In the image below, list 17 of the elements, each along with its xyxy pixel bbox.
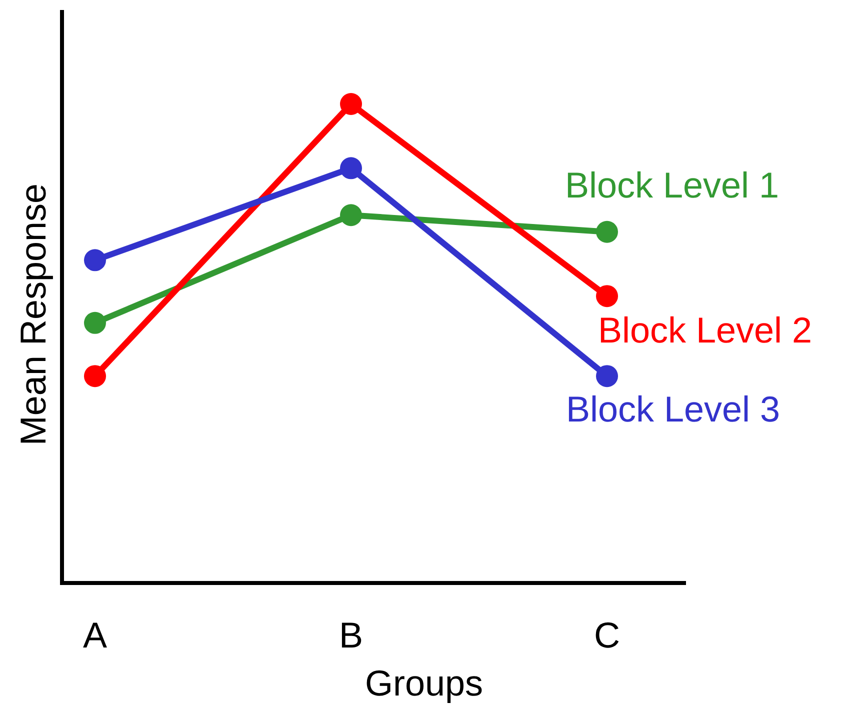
point (596, 365, 618, 388)
point (596, 285, 618, 308)
x-axis-title: Groups (364, 662, 484, 704)
x-tick-label: C (594, 614, 620, 656)
point (340, 93, 362, 115)
y-axis-title: Mean Response (12, 183, 54, 446)
x-tick-label: A (82, 614, 108, 656)
series-label: Block Level 1 (564, 164, 780, 206)
point (340, 204, 362, 226)
point (596, 220, 618, 243)
point (340, 157, 362, 180)
x-tick-label: B (338, 614, 364, 656)
series-label: Block Level 2 (598, 310, 812, 351)
series-label: Block Level 3 (566, 388, 780, 430)
point (84, 249, 106, 272)
point (84, 365, 106, 388)
point (84, 312, 106, 334)
